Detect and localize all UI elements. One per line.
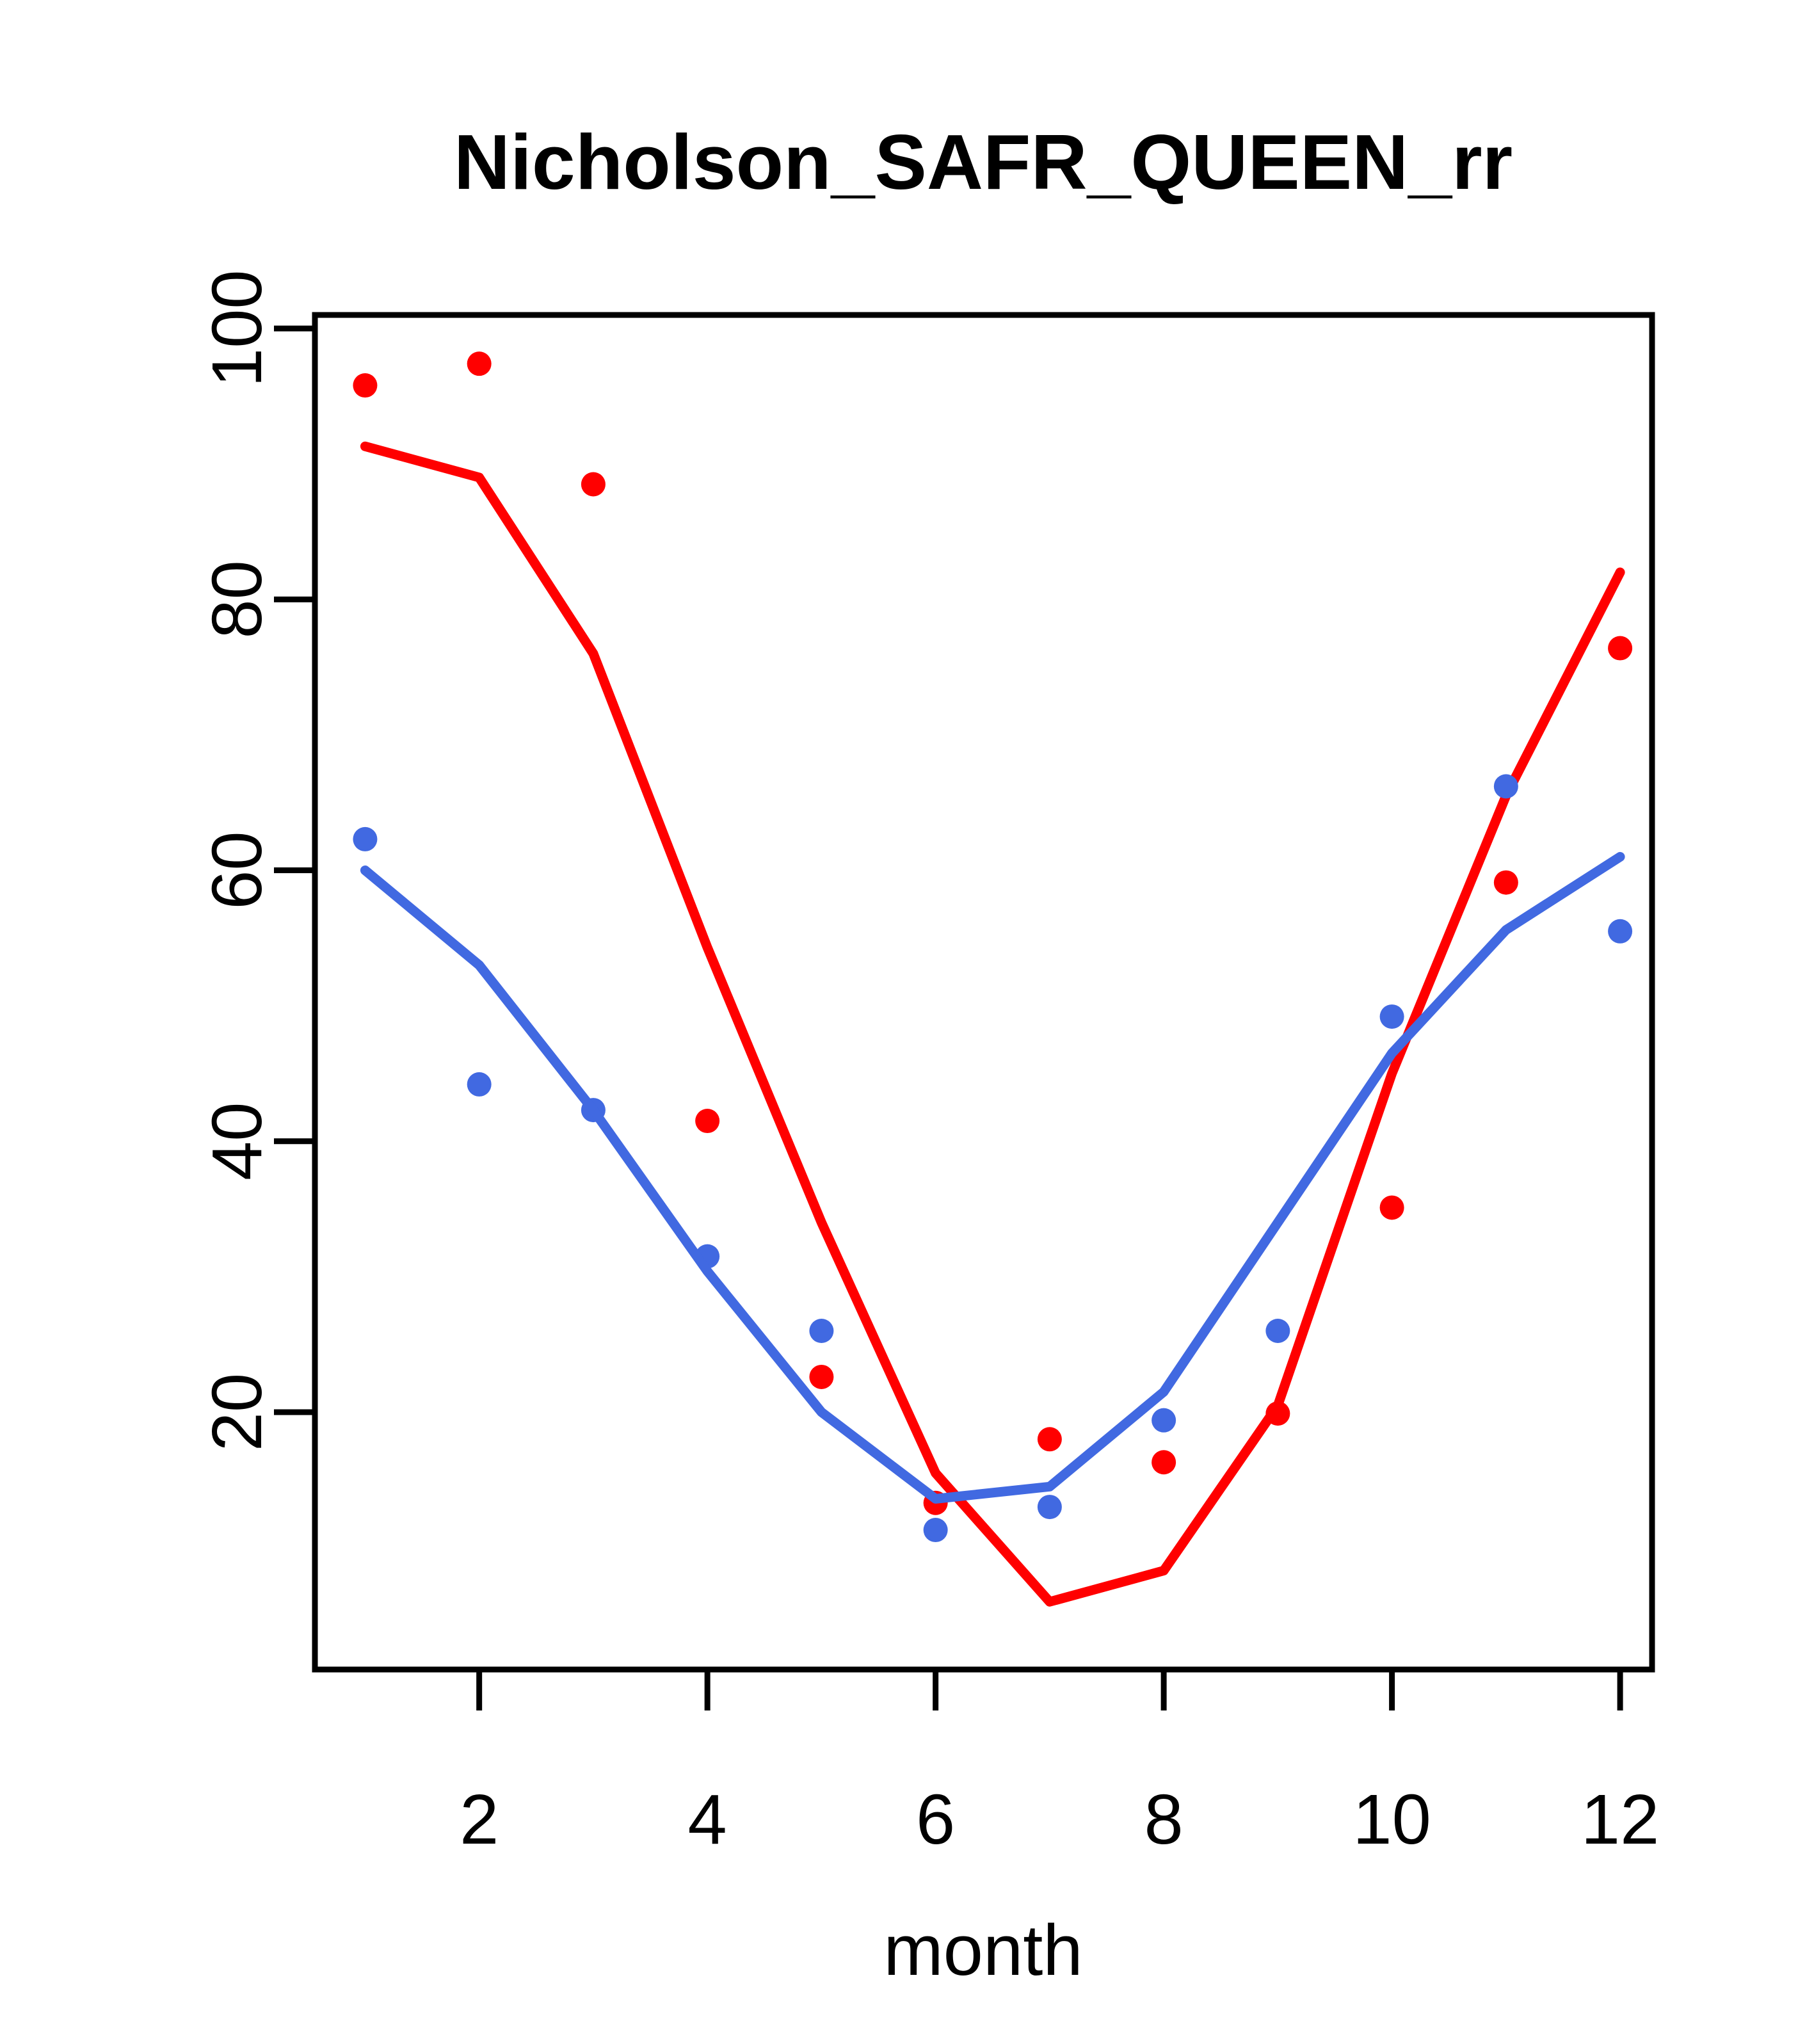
red-points-dot xyxy=(1608,636,1633,661)
series-blue-points xyxy=(353,774,1633,1543)
blue-points-dot xyxy=(467,1072,492,1097)
series-red-points xyxy=(353,351,1633,1515)
x-tick-label: 2 xyxy=(460,1780,499,1859)
red-points-dot xyxy=(581,472,606,497)
red-line xyxy=(360,441,1625,1607)
y-axis: 20 40 60 80 100 xyxy=(198,270,315,1451)
y-tick-label: 60 xyxy=(198,831,277,909)
red-points-dot xyxy=(1379,1195,1404,1220)
series-red-line xyxy=(360,441,1625,1607)
series-blue-line xyxy=(360,851,1625,1504)
x-tick-label: 10 xyxy=(1352,1780,1431,1859)
y-tick-label: 80 xyxy=(198,560,277,638)
series-layer xyxy=(353,351,1633,1607)
blue-points-dot xyxy=(353,826,378,851)
x-tick-label: 4 xyxy=(688,1780,727,1859)
blue-points-dot xyxy=(1152,1408,1176,1433)
red-points-dot xyxy=(695,1109,720,1134)
x-tick-label: 6 xyxy=(916,1780,955,1859)
red-points-dot xyxy=(809,1364,834,1389)
red-points-dot xyxy=(467,351,492,376)
red-points-dot xyxy=(1037,1427,1062,1452)
blue-points-dot xyxy=(1265,1319,1290,1343)
red-points-dot xyxy=(353,373,378,398)
blue-line xyxy=(360,851,1625,1504)
blue-points-dot xyxy=(923,1518,948,1543)
blue-points-dot xyxy=(1608,919,1633,944)
chart-title: Nicholson_SAFR_QUEEN_rr xyxy=(454,118,1513,205)
y-tick-label: 20 xyxy=(198,1373,277,1451)
blue-points-dot xyxy=(1493,774,1518,799)
blue-points-dot xyxy=(809,1319,834,1343)
red-points-dot xyxy=(1493,870,1518,895)
plot-border xyxy=(312,312,1655,1673)
y-tick-label: 40 xyxy=(198,1102,277,1180)
x-axis-label: month xyxy=(883,1910,1082,1990)
x-tick-label: 12 xyxy=(1581,1780,1659,1859)
blue-points-dot xyxy=(1379,1004,1404,1029)
blue-points-dot xyxy=(1037,1495,1062,1520)
y-tick-label: 100 xyxy=(198,270,277,387)
x-axis: 2 4 6 8 10 12 xyxy=(460,1670,1659,1859)
red-points-dot xyxy=(1152,1450,1176,1475)
x-tick-label: 8 xyxy=(1144,1780,1184,1859)
